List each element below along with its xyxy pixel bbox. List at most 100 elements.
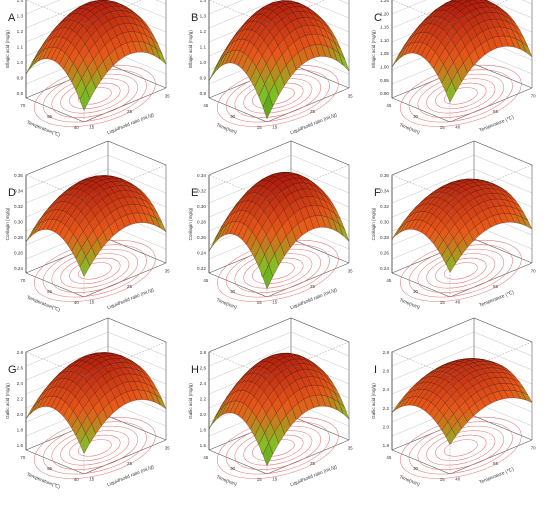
grid-line	[208, 331, 350, 367]
z-tick-label: 0.8	[200, 91, 207, 96]
z-tick-label: 2.2	[200, 397, 207, 402]
response-surface	[391, 178, 533, 273]
surface-cell	[79, 433, 90, 454]
z-tick-label: 2.2	[17, 397, 24, 402]
y-tick-label: 45	[386, 103, 391, 108]
panel-letter: C	[374, 12, 382, 24]
z-tick-label: 1.6	[200, 443, 207, 448]
z-axis-label: Corilagin (mg/g)	[188, 207, 193, 240]
z-tick-label: 2.0	[383, 424, 390, 429]
z-axis-label: Gallic acid (mg/g)	[5, 383, 10, 419]
grid-line	[25, 168, 167, 204]
z-tick-label: 2.0	[200, 412, 207, 417]
panel-b: B 0.8 0.9 1.0 1.1 1.2 1.3 1.4 Ellagic acid (mg/g…	[188, 0, 353, 136]
x-tick-label: 35	[165, 93, 170, 98]
z-tick-label: 2.2	[383, 406, 390, 411]
y-tick-label: 45	[386, 278, 391, 283]
z-tick-label: 0.9	[17, 76, 24, 81]
response-surface	[25, 175, 167, 277]
surface-cell	[445, 254, 456, 273]
response-surface	[391, 358, 533, 445]
x-axis-label: Liquid/solid ratio (mL/g)	[289, 287, 338, 311]
panel-letter: I	[374, 364, 377, 376]
surface-cell	[208, 411, 220, 430]
response-surface	[208, 352, 350, 467]
z-tick-label: 1.2	[17, 29, 24, 34]
grid-line	[208, 0, 350, 15]
contour-line	[435, 434, 487, 461]
z-axis-label: Corilagin (mg/g)	[371, 207, 376, 240]
panel-h: H 1.6 1.8 2.0 2.2 2.4 2.6 2.8 Gallic acid (mg/g)…	[188, 317, 353, 488]
z-axis-label: Gallic acid (mg/g)	[371, 383, 376, 419]
grid-line	[25, 345, 167, 381]
z-tick-label: 0.24	[380, 266, 389, 271]
front-edge	[208, 341, 350, 474]
x-tick-label: 15	[89, 300, 94, 305]
front-edge	[391, 341, 533, 474]
surface-cell	[79, 256, 90, 277]
y-tick-label: 30	[230, 114, 235, 119]
y-axis-label: Temperature(℃)	[26, 120, 62, 139]
grid-line	[391, 154, 533, 190]
z-axis-label: Gallic acid (mg/g)	[188, 383, 193, 419]
y-tick-label: 45	[203, 455, 208, 460]
contour-line	[435, 257, 487, 284]
y-tick-label: 30	[230, 466, 235, 471]
y-axis-label: Temperature(℃)	[26, 295, 62, 314]
x-tick-label: 25	[127, 284, 132, 289]
grid-line	[391, 0, 533, 15]
grid-line	[25, 0, 167, 29]
y-tick-label: 70	[20, 455, 25, 460]
z-tick-label: 0.90	[380, 91, 389, 96]
z-tick-label: 0.22	[197, 266, 206, 271]
z-tick-label: 0.34	[380, 189, 389, 194]
x-tick-label: 15	[89, 125, 94, 130]
x-tick-label: 70	[531, 445, 536, 450]
y-tick-label: 15	[440, 477, 445, 482]
panel-letter: A	[8, 12, 16, 24]
z-tick-label: 1.20	[380, 11, 389, 16]
panel-letter: B	[191, 12, 198, 24]
y-tick-label: 45	[203, 103, 208, 108]
response-surface	[391, 0, 533, 103]
y-tick-label: 70	[20, 103, 25, 108]
z-tick-label: 0.34	[14, 189, 23, 194]
x-tick-label: 25	[310, 109, 315, 114]
surface-cell	[262, 264, 273, 290]
z-tick-label: 1.3	[200, 14, 207, 19]
surface-cell	[391, 225, 403, 240]
panel-letter: D	[8, 187, 16, 199]
z-tick-label: 2.0	[17, 412, 24, 417]
z-tick-label: 1.8	[17, 428, 24, 433]
z-tick-label: 0.32	[14, 204, 23, 209]
panel-letter: E	[191, 187, 198, 199]
x-tick-label: 15	[272, 477, 277, 482]
front-edge	[25, 341, 167, 474]
z-tick-label: 1.8	[200, 428, 207, 433]
contour-line	[77, 262, 112, 280]
x-tick-label: 15	[272, 300, 277, 305]
contour-line	[435, 82, 487, 109]
surface-cell	[445, 80, 456, 103]
z-tick-label: 0.36	[380, 173, 389, 178]
z-tick-label: 2.4	[383, 387, 390, 392]
x-tick-label: 35	[165, 445, 170, 450]
panel-g: G 1.6 1.8 2.0 2.2 2.4 2.6 2.8 Gallic acid (mg/g)…	[5, 317, 170, 491]
z-tick-label: 0.30	[14, 220, 23, 225]
front-edge	[208, 164, 350, 297]
z-tick-label: 0.28	[380, 235, 389, 240]
x-tick-label: 70	[531, 268, 536, 273]
grid-line	[25, 154, 167, 190]
z-tick-label: 2.6	[200, 366, 207, 371]
panel-c: C 0.90 0.95 1.00 1.05 1.10 1.15 1.20 1.25 Ellagic…	[371, 0, 536, 136]
response-surface	[208, 172, 350, 290]
y-tick-label: 15	[440, 300, 445, 305]
z-tick-label: 1.0	[200, 60, 207, 65]
x-tick-label: 25	[127, 461, 132, 466]
grid-line	[25, 0, 167, 15]
front-edge	[391, 0, 509, 122]
z-tick-label: 0.9	[200, 76, 207, 81]
x-axis-label: Liquid/solid ratio (mL/g)	[106, 464, 155, 488]
z-tick-label: 1.00	[380, 65, 389, 70]
